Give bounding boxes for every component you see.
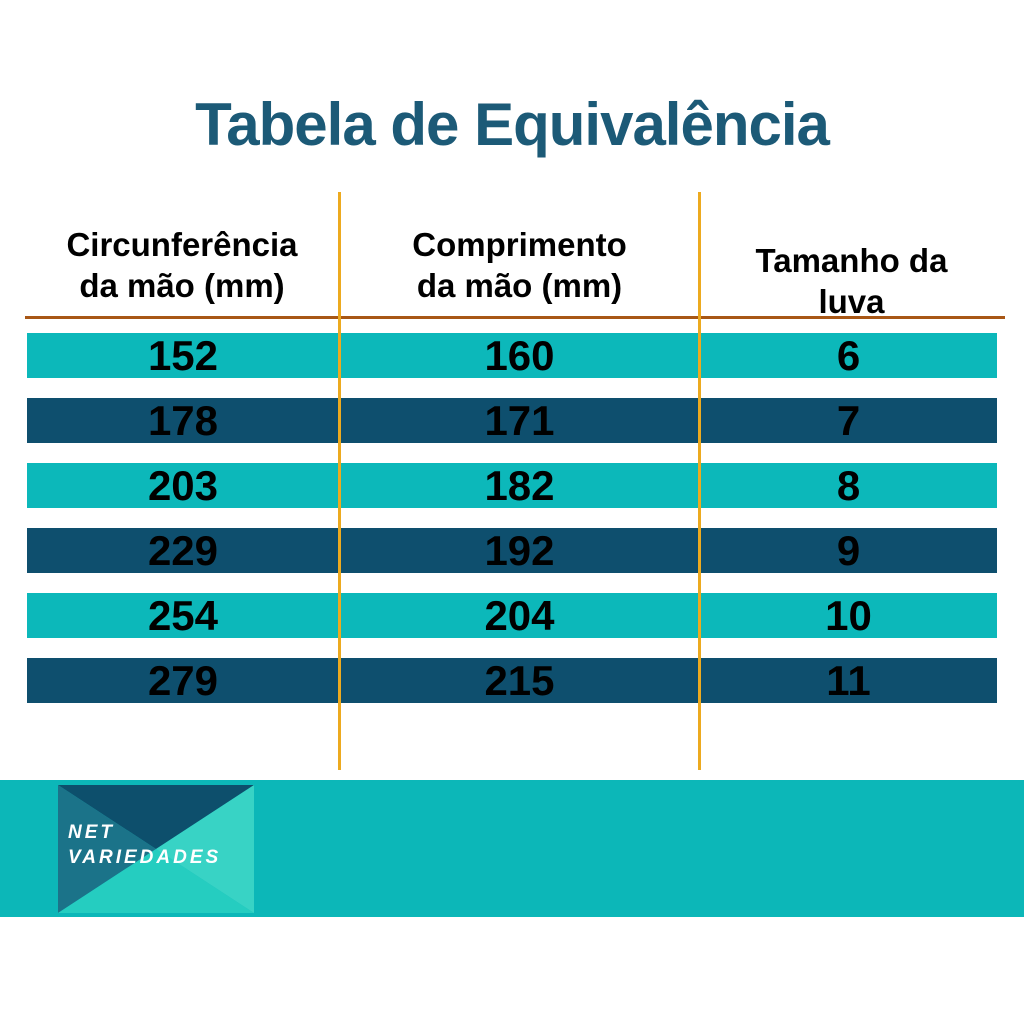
- column-header-circumference: Circunferência da mão (mm): [25, 224, 339, 322]
- cell-glove-size: 7: [836, 397, 861, 444]
- cell-circumference: 279: [147, 657, 219, 704]
- cell-glove-size: 9: [836, 527, 861, 574]
- cell-length: 215: [484, 657, 555, 704]
- cell-length: 171: [484, 397, 555, 444]
- header-line: Tamanho da: [755, 242, 948, 279]
- table-header-row: Circunferência da mão (mm) Comprimento d…: [25, 224, 1003, 322]
- header-underline: [25, 316, 1005, 319]
- cell-circumference: 254: [147, 592, 219, 639]
- table-row: 203 182 8: [27, 463, 997, 508]
- table-row: 279 215 11: [27, 658, 997, 703]
- cell-circumference: 203: [147, 462, 219, 509]
- footer-band: NET VARIEDADES: [0, 780, 1024, 917]
- logo-triangle-left: [58, 785, 156, 913]
- table-row: 178 171 7: [27, 398, 997, 443]
- cell-length: 160: [484, 332, 555, 379]
- cell-glove-size: 6: [836, 332, 861, 379]
- cell-circumference: 178: [147, 397, 219, 444]
- cell-glove-size: 8: [836, 462, 861, 509]
- cell-length: 182: [484, 462, 555, 509]
- table-row: 254 204 10: [27, 593, 997, 638]
- table-body: 152 160 6 178 171 7 203 182 8 229 192 9 …: [27, 333, 997, 723]
- brand-name: NET VARIEDADES: [68, 820, 221, 870]
- column-divider-line-2: [698, 192, 701, 770]
- cell-glove-size: 10: [825, 592, 872, 639]
- netvariedades-logo-icon: [58, 785, 254, 913]
- column-header-length: Comprimento da mão (mm): [339, 224, 700, 322]
- table-row: 229 192 9: [27, 528, 997, 573]
- header-line: Circunferência: [66, 226, 298, 263]
- column-header-glove-size: Tamanho da luva: [700, 224, 1003, 322]
- brand-line-1: NET: [68, 822, 115, 843]
- cell-circumference: 152: [147, 332, 219, 379]
- cell-length: 192: [484, 527, 555, 574]
- brand-line-2: VARIEDADES: [68, 847, 222, 868]
- header-line: da mão (mm): [79, 267, 285, 304]
- logo-triangle-top: [58, 785, 254, 849]
- cell-circumference: 229: [147, 527, 219, 574]
- logo-triangle-right: [156, 785, 254, 913]
- cell-glove-size: 11: [826, 657, 871, 704]
- column-divider-line-1: [338, 192, 341, 770]
- cell-length: 204: [484, 592, 555, 639]
- page-title: Tabela de Equivalência: [195, 91, 830, 158]
- table-row: 152 160 6: [27, 333, 997, 378]
- header-line: Comprimento: [412, 226, 627, 263]
- header-line: luva: [818, 283, 885, 320]
- logo-triangle-bottom: [58, 849, 254, 913]
- header-line: da mão (mm): [416, 267, 623, 304]
